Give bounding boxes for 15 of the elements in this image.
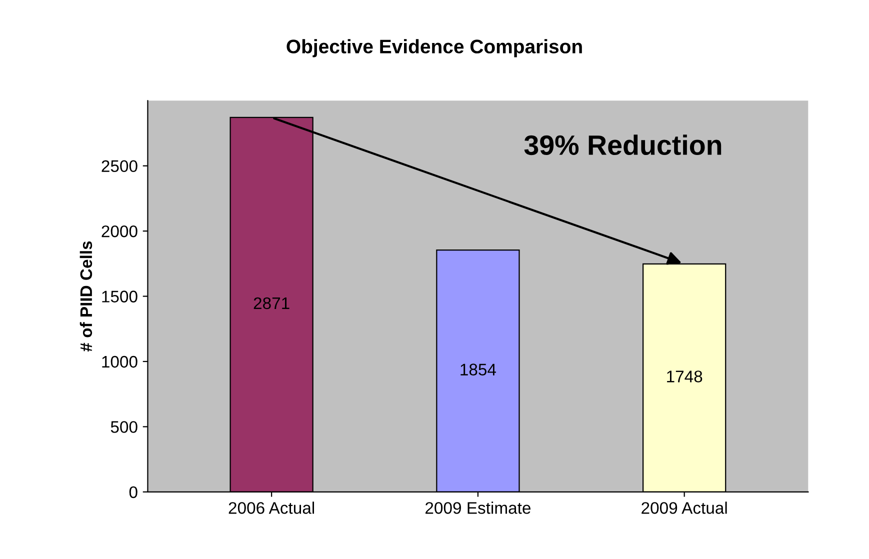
annotation: 39% Reduction bbox=[524, 134, 722, 156]
y-tick-label: 0 bbox=[129, 486, 138, 498]
data-label: 1748 bbox=[667, 370, 702, 382]
chart-title: Objective Evidence Comparison bbox=[286, 39, 582, 58]
y-tick-label: 2500 bbox=[102, 160, 138, 172]
y-tick-label: 2000 bbox=[102, 225, 138, 238]
y-tick-label: 1000 bbox=[102, 356, 138, 368]
y-axis-title: # of PIID Cells bbox=[80, 241, 92, 352]
y-tick-label: 1500 bbox=[102, 290, 138, 302]
x-tick-label: 2009 Actual bbox=[642, 502, 727, 514]
x-tick-label: 2006 Actual bbox=[228, 502, 314, 514]
data-label: 1854 bbox=[460, 364, 496, 376]
y-tick-label: 500 bbox=[110, 421, 138, 433]
x-tick-label: 2009 Estimate bbox=[426, 502, 530, 514]
data-label: 2871 bbox=[254, 297, 290, 310]
